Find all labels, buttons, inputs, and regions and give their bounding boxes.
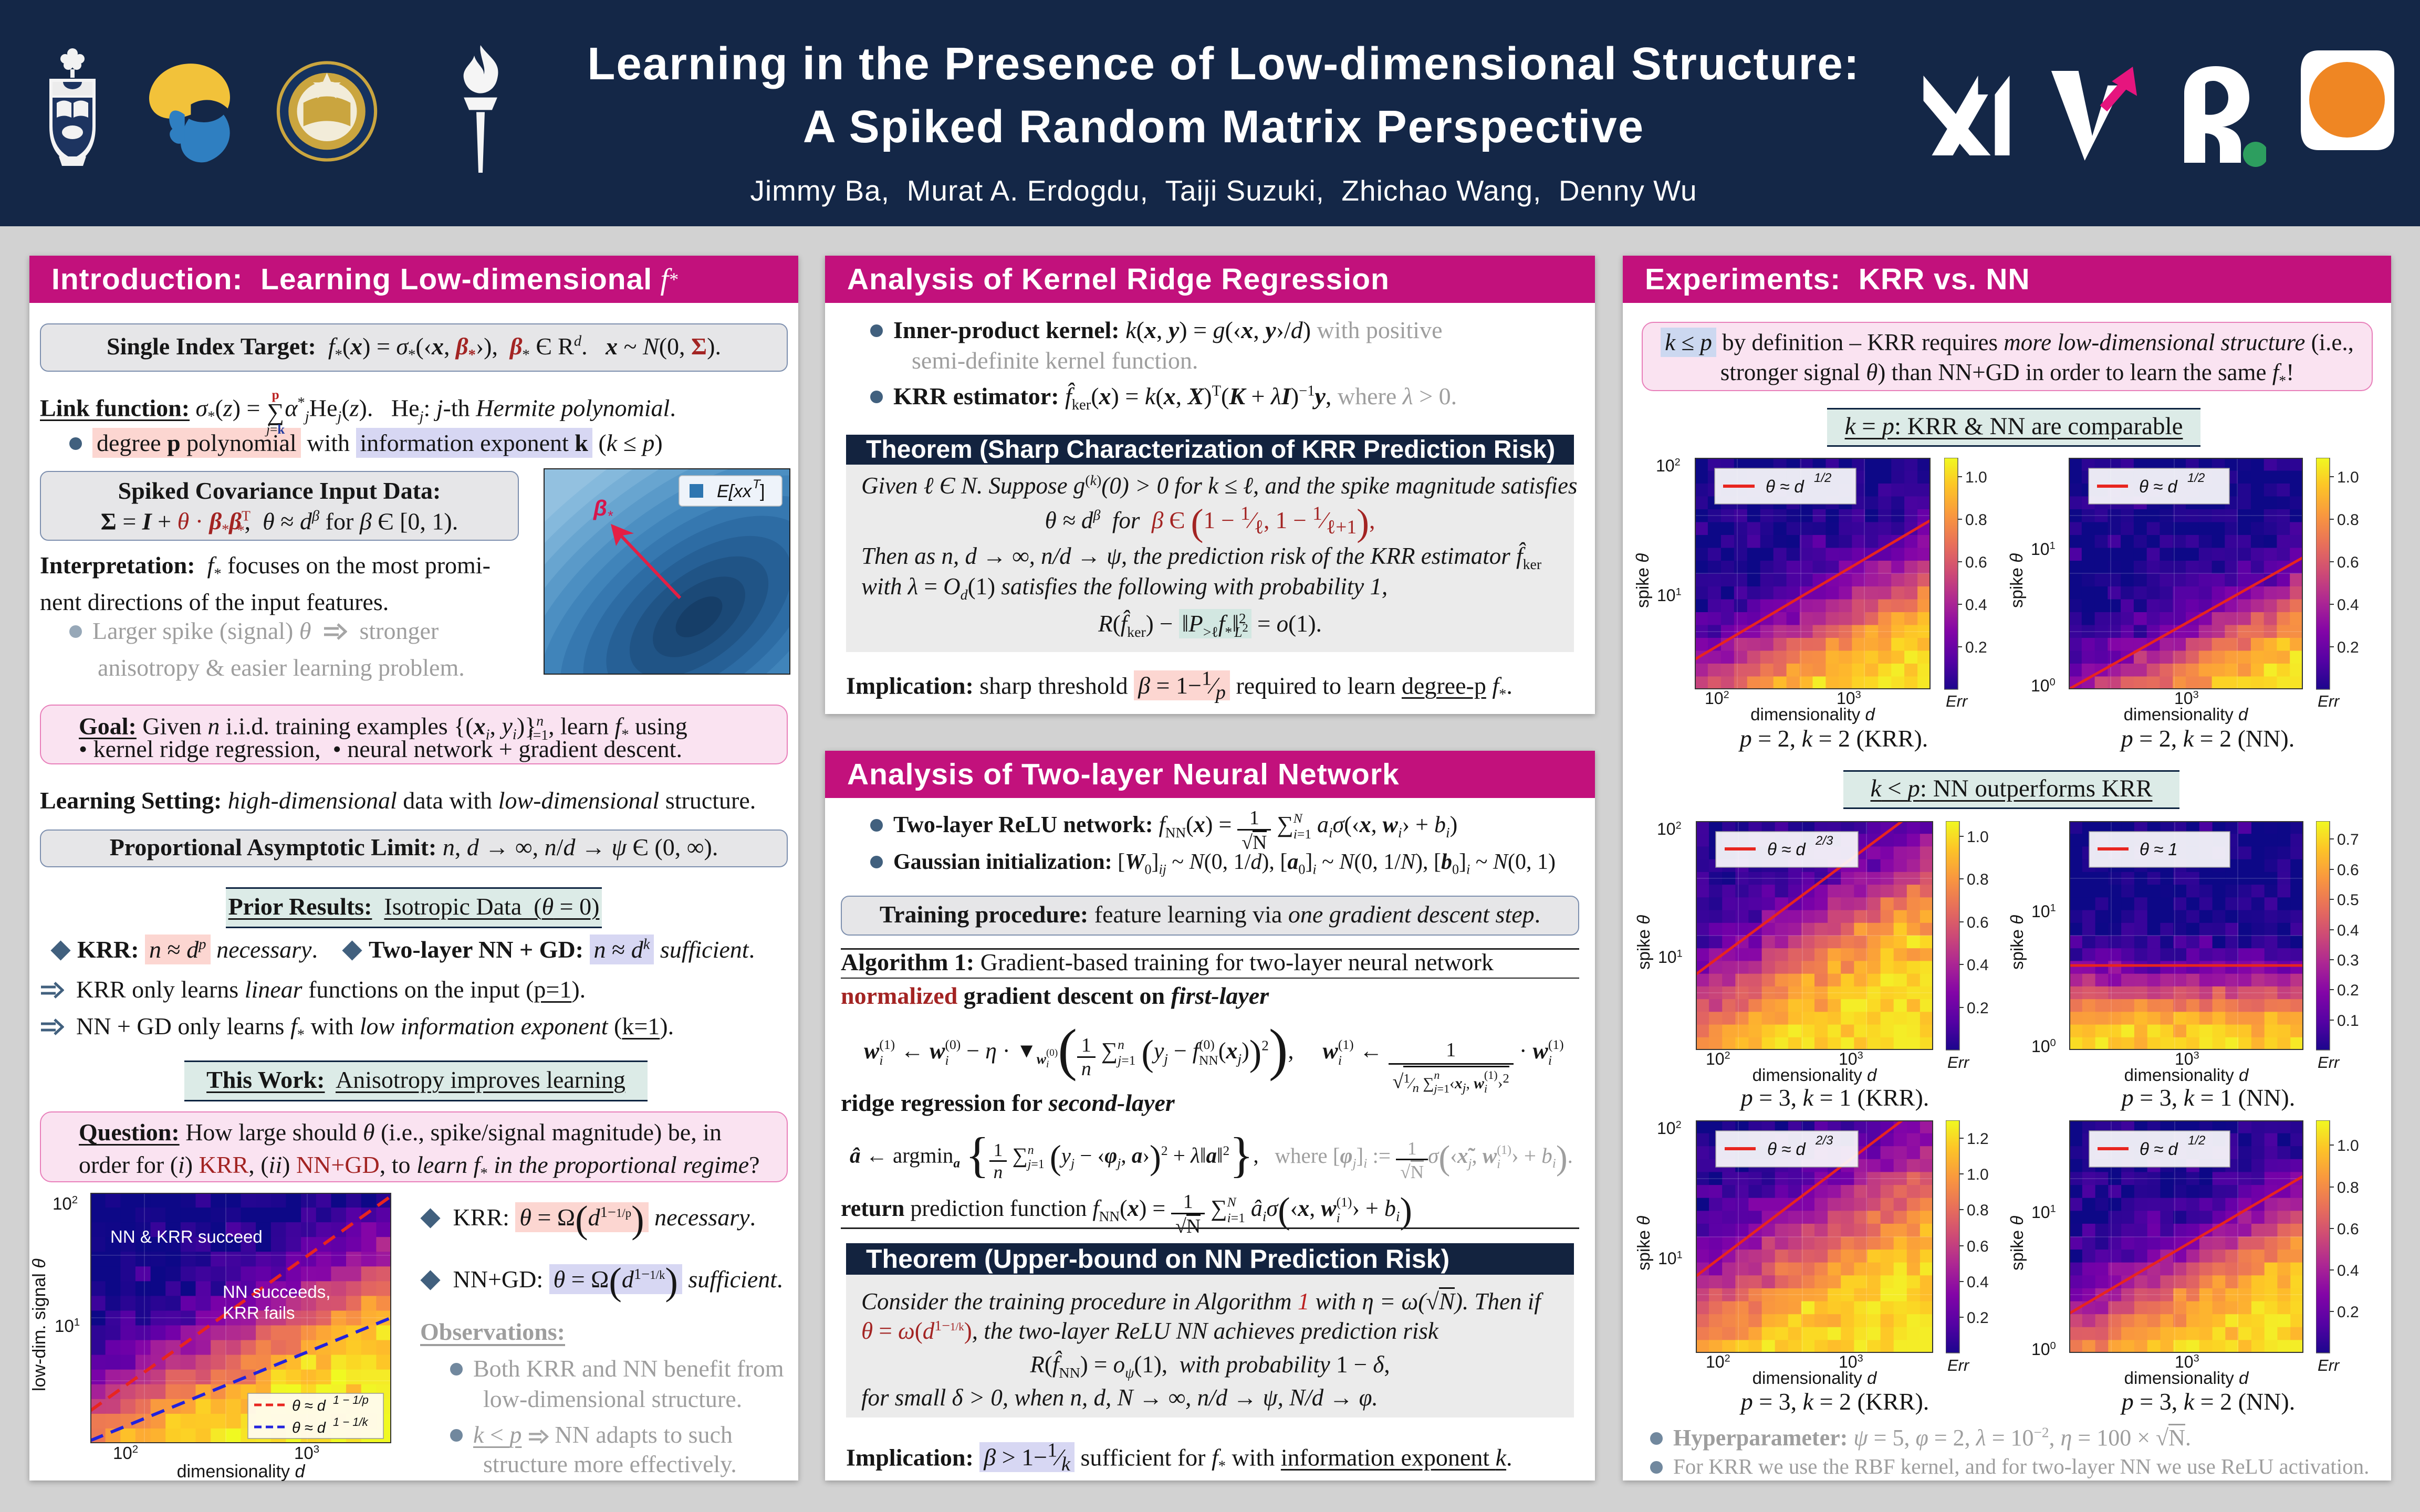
svg-text:0.4: 0.4 [1967, 1274, 1989, 1291]
svg-text:2/3: 2/3 [1815, 834, 1833, 848]
svg-text:1/2: 1/2 [1814, 471, 1831, 485]
svg-text:0.4: 0.4 [2337, 1262, 2359, 1279]
svg-text:θ ≈ d: θ ≈ d [292, 1420, 326, 1436]
svg-text:1.0: 1.0 [1967, 1166, 1989, 1183]
svg-text:θ ≈ d: θ ≈ d [1767, 839, 1806, 859]
svg-text:0.2: 0.2 [2337, 639, 2359, 656]
svg-text:1.0: 1.0 [2337, 469, 2359, 486]
svg-text:T: T [753, 477, 762, 491]
svg-text:0.8: 0.8 [1967, 1202, 1989, 1219]
svg-text:0.6: 0.6 [2337, 554, 2359, 571]
svg-text:0.4: 0.4 [2337, 596, 2359, 614]
svg-text:0.6: 0.6 [1965, 554, 1987, 571]
svg-text:1/2: 1/2 [2187, 471, 2205, 485]
svg-text:0.8: 0.8 [2337, 1179, 2359, 1196]
svg-text:0.7: 0.7 [2337, 831, 2359, 848]
svg-text:1.0: 1.0 [1965, 469, 1987, 486]
svg-text:1 − 1/p: 1 − 1/p [333, 1393, 369, 1406]
svg-text:β: β [593, 496, 607, 520]
svg-text:0.8: 0.8 [2337, 511, 2359, 529]
svg-text:θ ≈ d: θ ≈ d [1767, 1139, 1806, 1159]
svg-text:θ ≈ 1: θ ≈ 1 [2140, 839, 2178, 859]
svg-text:*: * [608, 508, 613, 524]
svg-text:θ ≈ d: θ ≈ d [2139, 477, 2178, 496]
svg-text:θ ≈ d: θ ≈ d [292, 1398, 326, 1414]
svg-text:0.8: 0.8 [1965, 511, 1987, 529]
svg-text:0.6: 0.6 [2337, 1221, 2359, 1238]
svg-text:2/3: 2/3 [1815, 1133, 1833, 1148]
svg-text:0.1: 0.1 [2337, 1012, 2359, 1030]
svg-text:E[xx: E[xx [717, 481, 752, 501]
svg-text:0.5: 0.5 [2337, 891, 2359, 909]
svg-text:1.0: 1.0 [2337, 1137, 2359, 1154]
svg-text:0.3: 0.3 [2337, 952, 2359, 969]
svg-text:1.2: 1.2 [1967, 1130, 1989, 1148]
svg-text:NN & KRR succeed: NN & KRR succeed [110, 1227, 263, 1246]
svg-text:0.4: 0.4 [1967, 957, 1989, 974]
svg-text:1 − 1/k: 1 − 1/k [333, 1415, 369, 1429]
svg-text:0.6: 0.6 [1967, 914, 1989, 931]
svg-text:KRR fails: KRR fails [223, 1303, 295, 1322]
svg-text:NN succeeds,: NN succeeds, [223, 1282, 330, 1301]
svg-text:]: ] [760, 481, 765, 501]
svg-text:0.2: 0.2 [1967, 1000, 1989, 1017]
svg-text:1.0: 1.0 [1967, 828, 1989, 846]
svg-text:0.2: 0.2 [2337, 982, 2359, 999]
svg-text:θ ≈ d: θ ≈ d [2140, 1139, 2178, 1159]
svg-text:0.6: 0.6 [1967, 1238, 1989, 1255]
svg-text:0.2: 0.2 [2337, 1304, 2359, 1321]
svg-text:0.2: 0.2 [1965, 639, 1987, 656]
svg-text:0.2: 0.2 [1967, 1309, 1989, 1327]
svg-text:0.6: 0.6 [2337, 862, 2359, 879]
svg-text:0.4: 0.4 [1965, 596, 1987, 614]
svg-text:0.8: 0.8 [1967, 871, 1989, 888]
svg-text:0.4: 0.4 [2337, 922, 2359, 939]
svg-text:θ ≈ d: θ ≈ d [1766, 477, 1804, 496]
svg-text:1/2: 1/2 [2188, 1133, 2205, 1148]
